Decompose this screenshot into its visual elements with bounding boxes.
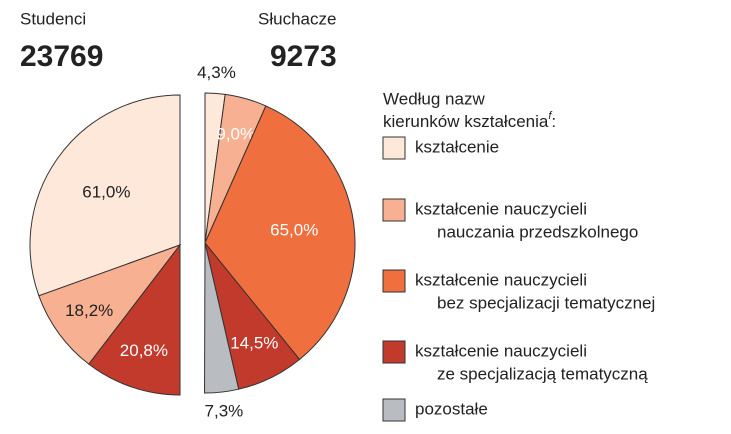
pie-slice [29,94,181,297]
legend-label: kształcenie nauczycieli [415,341,587,360]
legend-title: Według nazw [383,89,485,108]
pie-slice [204,105,356,361]
legend-swatch [382,398,406,422]
data-label: 18,2% [65,301,113,320]
data-label: 4,3% [197,63,236,82]
legend-label: bez specjalizacji tematycznej [437,293,655,312]
footnote-mark: f [548,110,552,122]
pie-total: 23769 [20,40,103,73]
data-label: 9,0% [216,124,255,143]
legend-swatch [382,198,406,222]
legend-label: kształcenie [415,137,499,156]
pie-title: Studenci [20,9,86,28]
legend-label: ze specjalizacją tematyczną [437,364,648,383]
legend-swatch [382,340,406,364]
legend-swatch [382,136,406,160]
pie-total: 9273 [270,40,337,73]
data-label: 65,0% [270,221,318,240]
data-label: 7,3% [205,401,244,420]
legend-title-end: : [551,112,556,131]
legend-title-line: kierunków kształcenia [383,112,549,131]
data-label: 20,8% [120,341,168,360]
legend-label: pozostałe [415,399,488,418]
data-label: 61,0% [82,183,130,202]
legend-label: nauczania przedszkolnego [437,222,638,241]
pie-slice [204,242,240,394]
legend-swatch [382,269,406,293]
legend-title: kierunków kształceniaf: [383,110,556,132]
legend-label: kształcenie nauczycieli [415,199,587,218]
legend-label: kształcenie nauczycieli [415,270,587,289]
pie-title: Słuchacze [258,9,336,28]
data-label: 14,5% [230,334,278,353]
pie-slice [38,243,182,365]
pie-slice [88,243,181,396]
